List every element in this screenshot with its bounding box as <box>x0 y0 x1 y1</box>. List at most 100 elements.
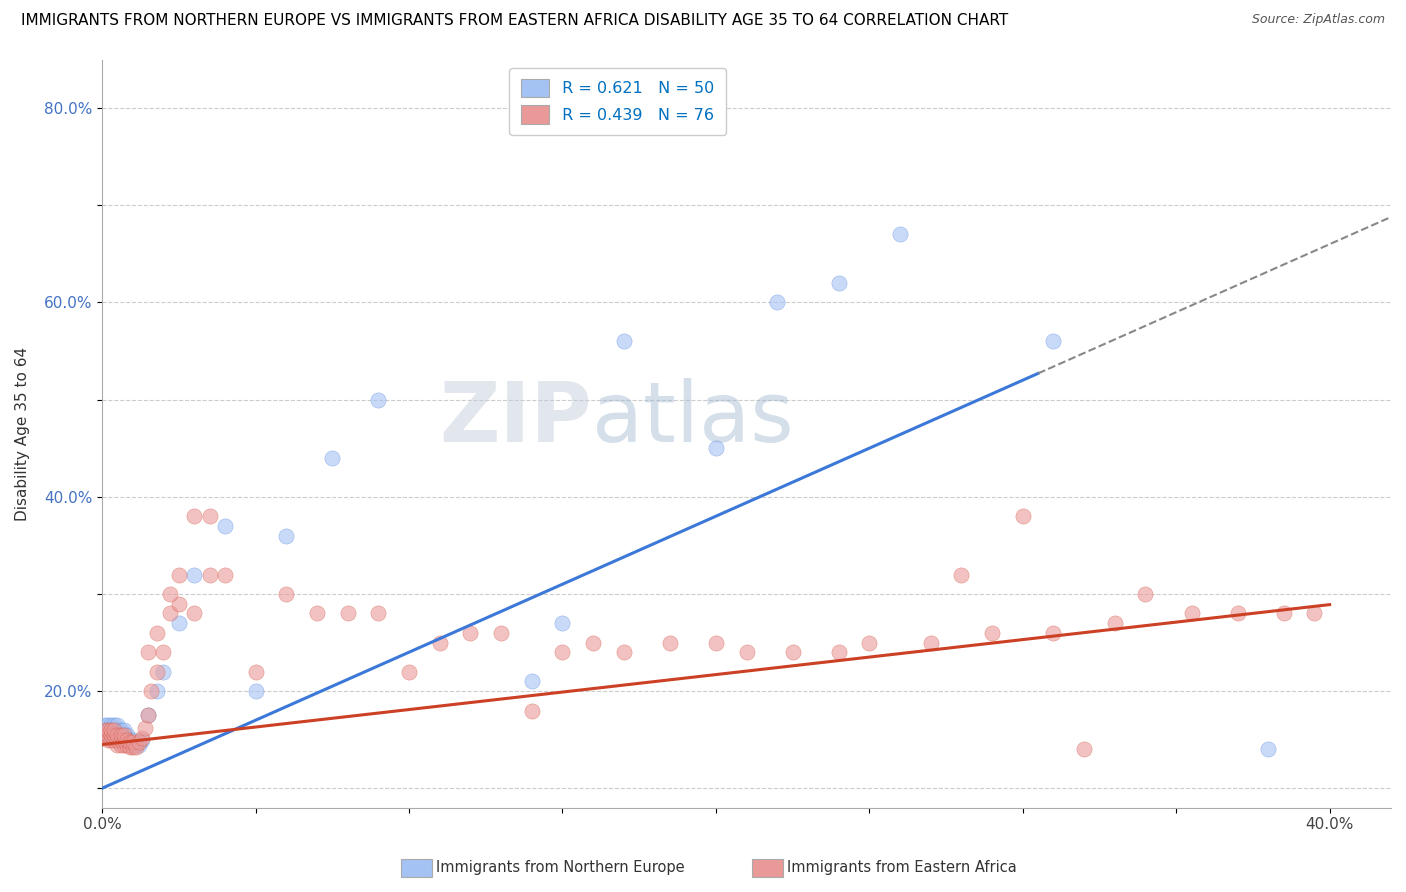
Point <box>858 635 880 649</box>
Point <box>121 740 143 755</box>
Point <box>131 732 153 747</box>
Y-axis label: Disability Age 35 to 64: Disability Age 35 to 64 <box>15 347 30 521</box>
Point <box>107 732 129 747</box>
Text: ZIP: ZIP <box>440 378 592 459</box>
Point <box>100 728 122 742</box>
Legend:  R = 0.621   N = 50,  R = 0.439   N = 76: R = 0.621 N = 50, R = 0.439 N = 76 <box>509 68 725 135</box>
Point <box>167 597 190 611</box>
Point <box>107 738 129 752</box>
Point <box>100 732 122 747</box>
Point <box>112 728 135 742</box>
Point <box>97 723 120 737</box>
Point <box>94 728 117 742</box>
Point <box>245 684 267 698</box>
Point <box>460 625 482 640</box>
Point <box>128 738 150 752</box>
Point <box>159 587 181 601</box>
Point <box>136 645 159 659</box>
Point <box>735 645 758 659</box>
Point <box>245 665 267 679</box>
Point <box>128 734 150 748</box>
Point <box>336 607 359 621</box>
Point <box>198 567 221 582</box>
Point <box>183 509 205 524</box>
Point <box>110 728 132 742</box>
Point <box>134 721 156 735</box>
Point <box>97 728 120 742</box>
Point <box>94 723 117 737</box>
Point <box>110 738 132 752</box>
Point <box>107 728 129 742</box>
Point <box>112 738 135 752</box>
Point <box>827 276 849 290</box>
Point <box>97 732 120 747</box>
Point <box>276 587 298 601</box>
Point <box>159 607 181 621</box>
Text: Immigrants from Eastern Africa: Immigrants from Eastern Africa <box>787 861 1017 875</box>
Point <box>100 723 122 737</box>
Point <box>107 732 129 747</box>
Point <box>152 645 174 659</box>
Point <box>112 723 135 737</box>
Point <box>1073 742 1095 756</box>
Point <box>100 728 122 742</box>
Point <box>152 665 174 679</box>
Point <box>146 684 169 698</box>
Point <box>551 645 574 659</box>
Point <box>658 635 681 649</box>
Point <box>551 616 574 631</box>
Point <box>118 732 141 747</box>
Point <box>520 704 543 718</box>
Point <box>321 450 343 465</box>
Point <box>125 738 148 752</box>
Point <box>1180 607 1202 621</box>
Point <box>118 738 141 752</box>
Point <box>920 635 942 649</box>
Point <box>115 732 138 747</box>
Text: Immigrants from Northern Europe: Immigrants from Northern Europe <box>436 861 685 875</box>
Point <box>100 718 122 732</box>
Point <box>112 728 135 742</box>
Point <box>131 731 153 745</box>
Point <box>1042 334 1064 349</box>
Point <box>398 665 420 679</box>
Point <box>100 723 122 737</box>
Point <box>1226 607 1249 621</box>
Point <box>1272 607 1295 621</box>
Point <box>305 607 328 621</box>
Point <box>782 645 804 659</box>
Text: IMMIGRANTS FROM NORTHERN EUROPE VS IMMIGRANTS FROM EASTERN AFRICA DISABILITY AGE: IMMIGRANTS FROM NORTHERN EUROPE VS IMMIG… <box>21 13 1008 29</box>
Point <box>367 392 389 407</box>
Point <box>950 567 973 582</box>
Point <box>167 567 190 582</box>
Text: atlas: atlas <box>592 378 793 459</box>
Point <box>1303 607 1326 621</box>
Point <box>146 625 169 640</box>
Point <box>198 509 221 524</box>
Point <box>1104 616 1126 631</box>
Point <box>1011 509 1033 524</box>
Point <box>766 295 789 310</box>
Point <box>118 734 141 748</box>
Point <box>103 718 125 732</box>
Text: Source: ZipAtlas.com: Source: ZipAtlas.com <box>1251 13 1385 27</box>
Point <box>112 732 135 747</box>
Point <box>183 567 205 582</box>
Point <box>121 738 143 752</box>
Point <box>704 441 727 455</box>
Point <box>110 723 132 737</box>
Point <box>214 519 236 533</box>
Point <box>582 635 605 649</box>
Point <box>94 723 117 737</box>
Point <box>981 625 1004 640</box>
Point <box>429 635 451 649</box>
Point <box>1042 625 1064 640</box>
Point <box>167 616 190 631</box>
Point <box>103 728 125 742</box>
Point <box>146 665 169 679</box>
Point <box>103 728 125 742</box>
Point <box>110 732 132 747</box>
Point <box>889 227 911 242</box>
Point <box>107 723 129 737</box>
Point <box>121 734 143 748</box>
